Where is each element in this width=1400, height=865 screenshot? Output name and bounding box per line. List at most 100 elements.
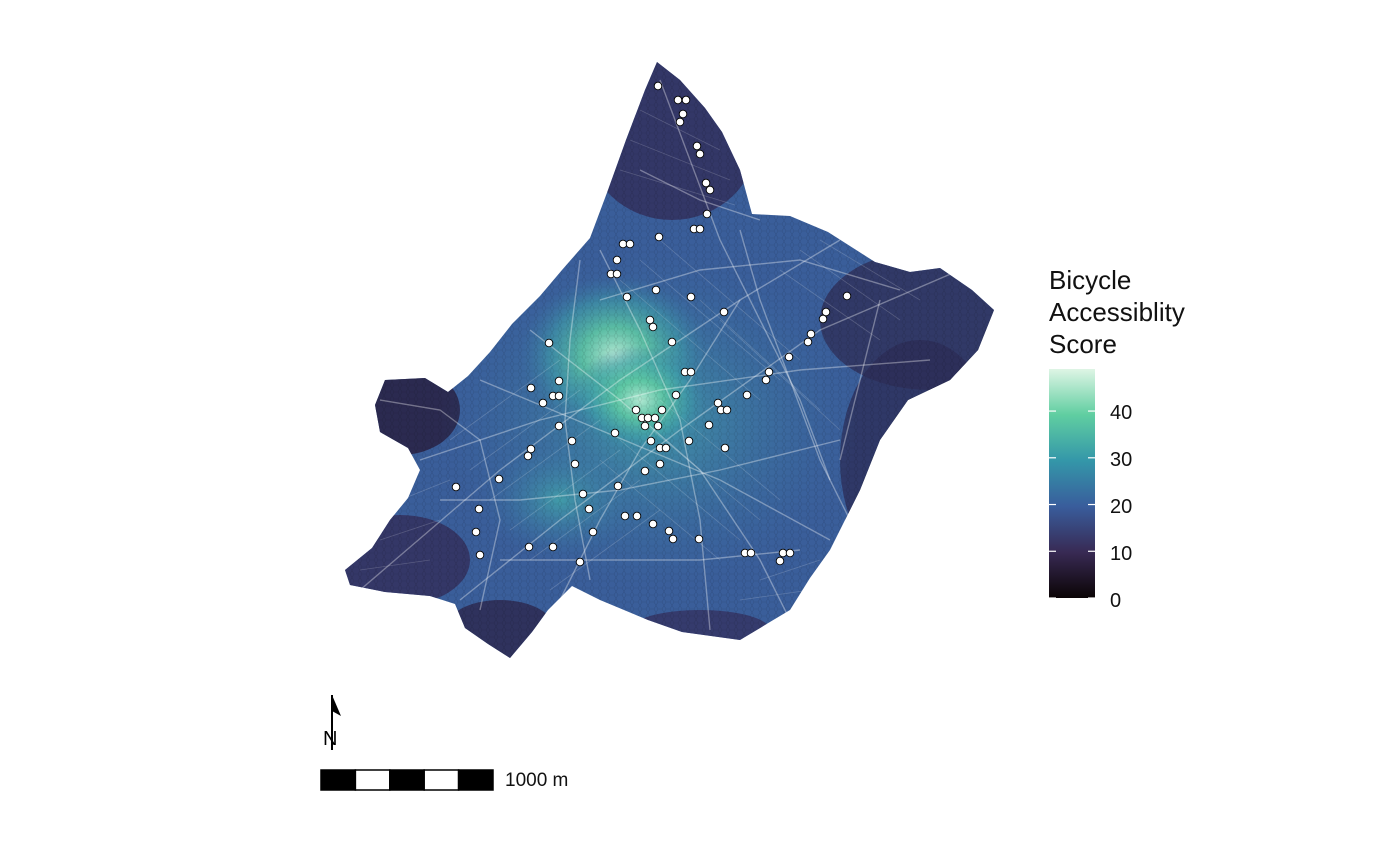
- bike-station-marker: [612, 255, 622, 265]
- legend-title-line-1: Bicycle: [1049, 265, 1132, 295]
- bike-station-marker: [657, 405, 667, 415]
- bike-station-marker: [523, 451, 533, 461]
- north-arrow-label: N: [323, 728, 337, 750]
- bike-station-marker: [720, 443, 730, 453]
- bike-station-marker: [803, 337, 813, 347]
- legend-tick-label: 10: [1110, 543, 1133, 565]
- bike-station-marker: [570, 459, 580, 469]
- scale-bar-segment: [423, 769, 460, 791]
- bike-station-marker: [474, 504, 484, 514]
- legend-title: Bicycle Accessiblity Score: [1049, 264, 1185, 360]
- bike-station-marker: [588, 527, 598, 537]
- scale-bar-segment: [354, 769, 391, 791]
- bike-station-marker: [806, 329, 816, 339]
- bike-station-marker: [654, 232, 664, 242]
- bike-station-marker: [695, 224, 705, 234]
- bike-station-marker: [610, 428, 620, 438]
- bike-station-marker: [661, 443, 671, 453]
- bike-station-marker: [494, 474, 504, 484]
- bike-station-marker: [475, 550, 485, 560]
- bike-station-marker: [719, 307, 729, 317]
- bike-station-marker: [575, 557, 585, 567]
- bike-station-marker: [618, 239, 628, 249]
- bike-station-marker: [742, 390, 752, 400]
- bike-station-marker: [653, 81, 663, 91]
- legend-tick-label: 40: [1110, 402, 1133, 424]
- bike-station-marker: [842, 291, 852, 301]
- bike-station-marker: [613, 481, 623, 491]
- bike-station-marker: [471, 527, 481, 537]
- bike-station-marker: [567, 436, 577, 446]
- bike-station-marker: [692, 141, 702, 151]
- bike-station-marker: [643, 413, 653, 423]
- legend-title-line-2: Accessiblity: [1049, 297, 1185, 327]
- bike-station-marker: [784, 352, 794, 362]
- legend-colorbar: [1049, 369, 1095, 599]
- bike-station-marker: [775, 556, 785, 566]
- legend-title-line-3: Score: [1049, 329, 1117, 359]
- bike-station-marker: [705, 185, 715, 195]
- bike-station-marker: [622, 292, 632, 302]
- scale-bar-segment: [320, 769, 357, 791]
- legend-tick-label: 20: [1110, 496, 1133, 518]
- bike-station-marker: [612, 269, 622, 279]
- bike-station-marker: [526, 444, 536, 454]
- bike-station-marker: [704, 420, 714, 430]
- bike-station-marker: [686, 367, 696, 377]
- bike-station-marker: [554, 391, 564, 401]
- bike-station-marker: [625, 239, 635, 249]
- bike-station-marker: [785, 548, 795, 558]
- bike-station-marker: [650, 413, 660, 423]
- bike-station-marker: [746, 548, 756, 558]
- bike-station-marker: [544, 338, 554, 348]
- bike-station-marker: [684, 436, 694, 446]
- bike-station-marker: [451, 482, 461, 492]
- bike-station-marker: [702, 209, 712, 219]
- bike-station-marker: [653, 421, 663, 431]
- bike-station-marker: [673, 95, 683, 105]
- bike-station-marker: [651, 285, 661, 295]
- bike-station-marker: [778, 548, 788, 558]
- bike-station-marker: [646, 436, 656, 446]
- bike-station-marker: [678, 109, 688, 119]
- scale-bar-label: 1000 m: [505, 770, 569, 791]
- bike-station-marker: [675, 117, 685, 127]
- bike-station-marker: [640, 466, 650, 476]
- bike-station-markers: [451, 81, 852, 567]
- legend-tick-label: 0: [1110, 590, 1122, 612]
- bike-station-marker: [548, 542, 558, 552]
- bike-station-marker: [764, 367, 774, 377]
- bike-station-marker: [526, 383, 536, 393]
- legend-tick-label: 30: [1110, 449, 1133, 471]
- bike-station-marker: [668, 534, 678, 544]
- bike-station-marker: [620, 511, 630, 521]
- bike-station-marker: [713, 398, 723, 408]
- bike-station-marker: [554, 421, 564, 431]
- bike-station-marker: [655, 459, 665, 469]
- bike-station-marker: [524, 542, 534, 552]
- bike-station-marker: [686, 292, 696, 302]
- bike-station-marker: [640, 421, 650, 431]
- bike-station-marker: [632, 511, 642, 521]
- bike-station-marker: [538, 398, 548, 408]
- bike-station-marker: [667, 337, 677, 347]
- bike-station-marker: [584, 504, 594, 514]
- bike-station-marker: [648, 322, 658, 332]
- bike-station-marker: [681, 95, 691, 105]
- bike-station-marker: [648, 519, 658, 529]
- scale-bar: [320, 769, 494, 791]
- bike-station-marker: [671, 390, 681, 400]
- scale-bar-segment: [389, 769, 425, 791]
- bike-station-marker: [664, 526, 674, 536]
- bike-station-marker: [645, 315, 655, 325]
- bike-station-marker: [695, 149, 705, 159]
- road-network: [359, 79, 961, 631]
- bike-station-marker: [578, 489, 588, 499]
- bike-station-marker: [554, 376, 564, 386]
- bike-station-marker: [694, 534, 704, 544]
- accessibility-hexgrid: [345, 62, 994, 658]
- bike-station-marker: [821, 307, 831, 317]
- scale-bar-segment: [457, 769, 494, 791]
- bike-station-marker: [761, 375, 771, 385]
